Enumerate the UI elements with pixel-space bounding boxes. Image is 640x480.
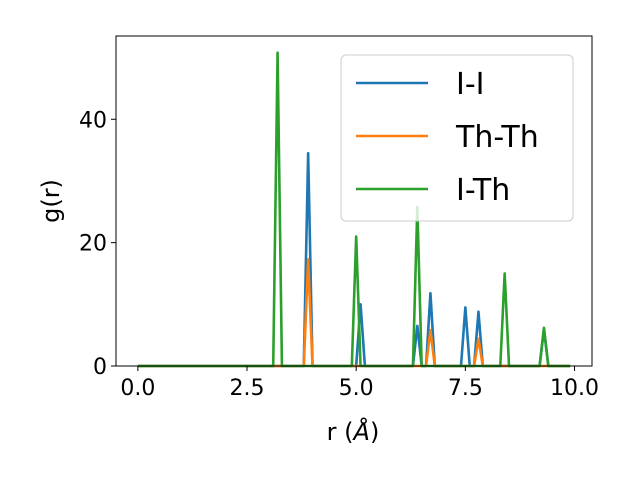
x-tick-label: 10.0 bbox=[550, 376, 599, 401]
legend-entries: I-I Th-Th I-Th bbox=[356, 67, 539, 208]
x-axis-label: r (Å) bbox=[327, 417, 380, 446]
y-ticks: 0 20 40 bbox=[79, 108, 116, 380]
x-axis-label-unit: Å bbox=[352, 417, 370, 446]
legend-box bbox=[340, 54, 574, 222]
x-axis-label-close: ) bbox=[370, 418, 379, 446]
x-tick-label: 0.0 bbox=[120, 376, 155, 401]
legend-label-th-th: Th-Th bbox=[455, 120, 539, 155]
x-tick-label: 2.5 bbox=[230, 376, 265, 401]
y-tick-label: 0 bbox=[93, 355, 107, 380]
x-tick-label: 5.0 bbox=[339, 376, 374, 401]
x-axis-label-main: r ( bbox=[327, 418, 354, 446]
y-axis-label: g(r) bbox=[37, 179, 65, 223]
legend-label-i-i: I-I bbox=[456, 67, 485, 102]
axes-frame bbox=[115, 35, 593, 367]
legend: I-I Th-Th I-Th bbox=[340, 54, 574, 222]
y-tick-label: 40 bbox=[79, 108, 107, 133]
y-tick-label: 20 bbox=[79, 232, 107, 257]
legend-label-i-th: I-Th bbox=[456, 173, 510, 208]
x-ticks: 0.0 2.5 5.0 7.5 10.0 bbox=[120, 366, 599, 401]
series-line-th-th bbox=[137, 257, 571, 368]
x-tick-label: 7.5 bbox=[448, 376, 483, 401]
